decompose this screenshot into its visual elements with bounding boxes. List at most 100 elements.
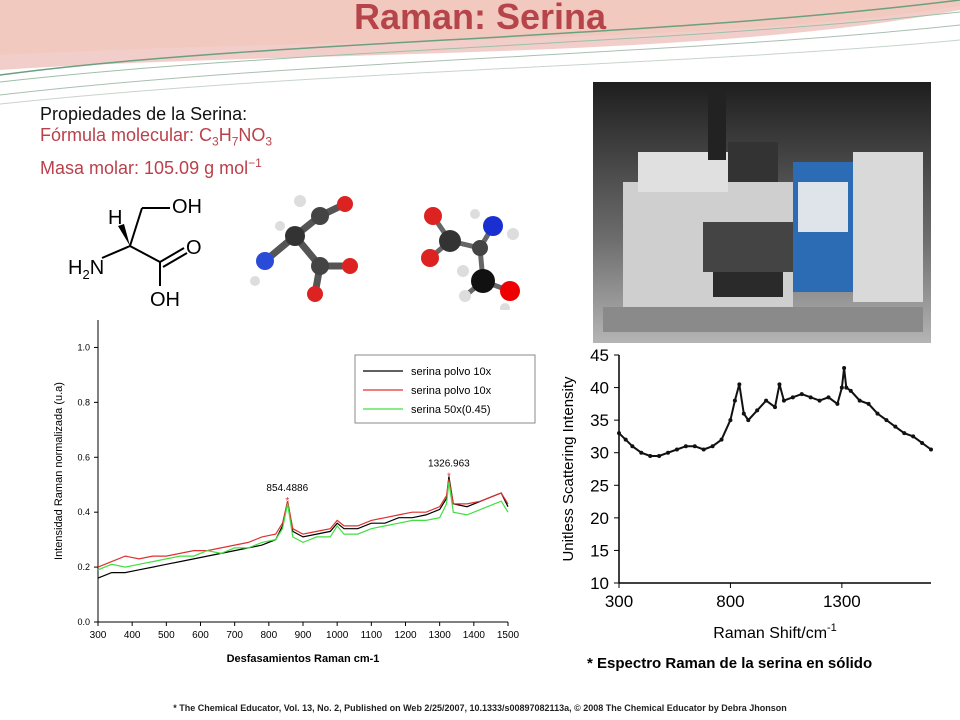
x-tick-label: 900 bbox=[295, 630, 312, 641]
spectrum-point bbox=[929, 447, 933, 452]
y-tick-label: 0.0 bbox=[77, 617, 90, 627]
x-tick-label: 1300 bbox=[823, 592, 861, 611]
chart-caption: * Espectro Raman de la serina en sólido bbox=[587, 655, 872, 672]
chart-background bbox=[553, 343, 933, 673]
y-tick-label: 1.0 bbox=[77, 342, 90, 352]
y-tick-label: 40 bbox=[590, 379, 609, 398]
spectrum-point bbox=[808, 395, 813, 400]
ball-and-stick-model-1 bbox=[245, 186, 367, 310]
peak-marker-1: * bbox=[285, 496, 289, 507]
x-tick-label: 800 bbox=[716, 592, 744, 611]
series-line-2 bbox=[97, 479, 509, 568]
spectrum-point bbox=[875, 411, 880, 416]
spectrum-point bbox=[857, 398, 862, 403]
wedge-bond bbox=[118, 224, 130, 246]
x-tick-label: 400 bbox=[124, 630, 141, 641]
legend-label-1: serina polvo 10x bbox=[411, 366, 492, 378]
spectrum-point bbox=[817, 398, 822, 403]
spectrum-point bbox=[911, 434, 916, 439]
spectrum-point bbox=[848, 388, 853, 393]
spectrum-point bbox=[884, 418, 889, 423]
x-tick-label: 300 bbox=[90, 630, 107, 641]
molecular-formula: Fórmula molecular: C3H7NO3 bbox=[40, 125, 272, 153]
x-tick-label: 700 bbox=[226, 630, 243, 641]
spectrum-point bbox=[701, 447, 706, 452]
formula-h-sub: 7 bbox=[231, 134, 239, 149]
peak-marker-2: * bbox=[447, 471, 451, 482]
raman-spectrometer-photo bbox=[593, 82, 931, 344]
formula-label: Fórmula molecular: bbox=[40, 125, 200, 145]
peak-annotation-1: 854.4886 bbox=[266, 483, 308, 494]
label-oh-bottom: OH bbox=[150, 289, 180, 310]
y-tick-label: 0.6 bbox=[77, 452, 90, 462]
spectrum-point bbox=[617, 431, 621, 436]
molar-mass-value: Masa molar: 105.09 g mol bbox=[40, 157, 249, 178]
peak-annotation-2: 1326.963 bbox=[428, 458, 470, 469]
spectrum-point bbox=[835, 401, 840, 406]
y-tick-label: 10 bbox=[590, 574, 609, 593]
legend-label-2: serina polvo 10x bbox=[411, 385, 492, 397]
spectrum-point bbox=[732, 398, 737, 403]
x-tick-label: 1400 bbox=[463, 630, 486, 641]
spectrum-point bbox=[657, 453, 662, 458]
spectrum-point bbox=[755, 408, 760, 413]
y-tick-label: 0.4 bbox=[77, 507, 90, 517]
formula-no: NO bbox=[238, 125, 266, 145]
y-tick-label: 0.2 bbox=[77, 562, 90, 572]
y-tick-label: 35 bbox=[590, 411, 609, 430]
raman-solid-spectrum-chart: 300 800 1300 10 15 20 25 30 35 40 45 Raman Shift/cm… bbox=[553, 343, 933, 673]
citation: * The Chemical Educator, Vol. 13, No. 2,… bbox=[173, 703, 787, 713]
title-banner bbox=[0, 0, 960, 105]
spectrum-point bbox=[902, 431, 907, 436]
x-tick-label: 600 bbox=[192, 630, 209, 641]
y-tick-label: 15 bbox=[590, 541, 609, 560]
spectrum-point bbox=[666, 450, 671, 455]
spectrum-point bbox=[842, 366, 847, 371]
spectrum-point bbox=[839, 385, 844, 390]
spectrum-point bbox=[683, 444, 688, 449]
formula-c-sub: 3 bbox=[212, 134, 219, 149]
ball-and-stick-model-2 bbox=[405, 186, 550, 326]
spectrum-point bbox=[920, 440, 925, 445]
spectrum-point bbox=[764, 398, 769, 403]
serine-skeletal-structure: OH H O H2N OH bbox=[60, 188, 210, 310]
spectrum-point bbox=[623, 437, 628, 442]
spectrum-point bbox=[790, 395, 795, 400]
spectrum-point bbox=[773, 405, 777, 410]
label-o: O bbox=[186, 237, 202, 259]
spectrum-point bbox=[719, 437, 724, 442]
x-tick-label: 1200 bbox=[394, 630, 417, 641]
spectrum-point bbox=[741, 411, 746, 416]
spectrum-point bbox=[746, 418, 751, 423]
spectrum-point bbox=[844, 385, 849, 390]
x-tick-label: 800 bbox=[260, 630, 277, 641]
y-tick-label: 0.8 bbox=[77, 397, 90, 407]
x-tick-label: 1000 bbox=[326, 630, 349, 641]
spectrum-point bbox=[630, 444, 635, 449]
x-axis-title: Raman Shift/cm-1 bbox=[713, 622, 837, 642]
legend-box bbox=[354, 354, 536, 424]
y-tick-label: 45 bbox=[590, 346, 609, 365]
raman-spectra-chart: 300 400 500 600 700 800 900 1000 1100 1200 1300 140… bbox=[40, 310, 550, 672]
spectrum-point bbox=[777, 382, 782, 387]
label-oh-top: OH bbox=[172, 196, 202, 218]
x-tick-label: 1100 bbox=[361, 630, 383, 641]
x-tick-label: 1500 bbox=[497, 630, 520, 641]
spectrum-point bbox=[826, 395, 831, 400]
x-tick-label: 300 bbox=[605, 592, 633, 611]
molar-mass-exponent: −1 bbox=[248, 155, 262, 170]
properties-block: Propiedades de la Serina: Fórmula molecu… bbox=[40, 104, 272, 179]
spectrum-point bbox=[893, 424, 898, 429]
label-h: H bbox=[108, 207, 122, 229]
formula-c: C bbox=[199, 125, 213, 145]
x-tick-label: 1300 bbox=[429, 630, 452, 641]
series-line-3 bbox=[97, 481, 509, 571]
spectrum-point bbox=[710, 444, 715, 449]
spectrum-point bbox=[692, 444, 697, 449]
y-axis-title: Unitless Scattering Intensity bbox=[560, 376, 577, 562]
y-axis-title: Intensidad Raman normalizada (u.a) bbox=[53, 382, 65, 560]
y-tick-label: 25 bbox=[590, 476, 609, 495]
properties-heading: Propiedades de la Serina: bbox=[40, 104, 248, 124]
series-line-1 bbox=[97, 476, 509, 579]
x-axis-title: Desfasamientos Raman cm-1 bbox=[227, 653, 380, 665]
